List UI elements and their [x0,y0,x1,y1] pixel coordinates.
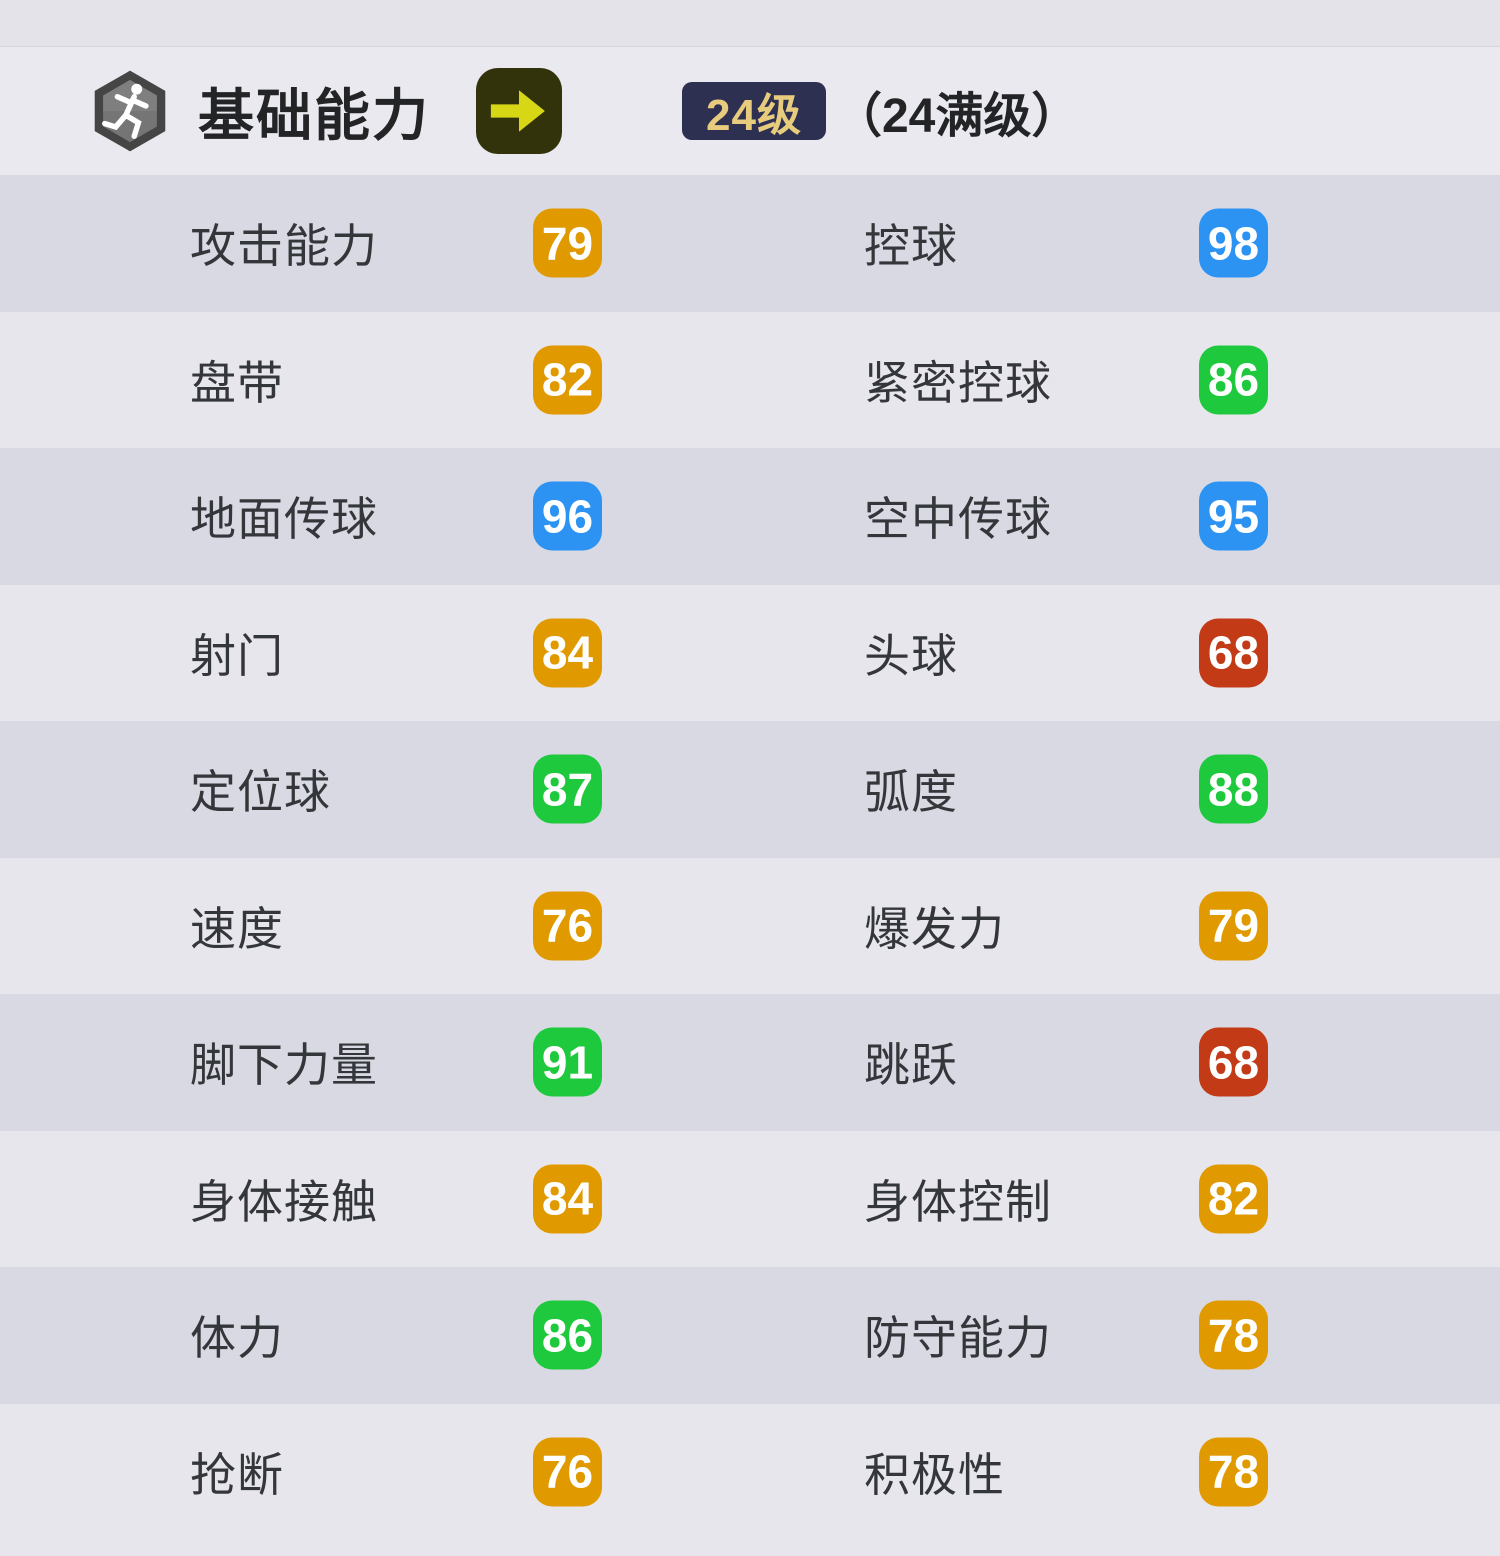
stat-cell-right: 爆发力 79 [750,858,1500,995]
stat-value-badge: 86 [1199,345,1268,415]
stat-value-badge: 98 [1199,208,1268,278]
stat-row: 攻击能力 79 控球 98 [0,175,1500,312]
stat-value-badge: 68 [1199,1027,1268,1097]
top-strip [0,0,1500,47]
stat-value-badge: 84 [533,618,602,688]
stat-value-badge: 68 [1199,618,1268,688]
stat-value-badge: 96 [533,481,602,551]
stat-cell-right: 防守能力 78 [750,1267,1500,1404]
stat-label: 地面传球 [190,493,378,546]
level-max-note: （24满级） [833,90,1080,143]
stat-cell-right: 空中传球 95 [750,448,1500,585]
arrow-right-icon [490,90,545,132]
stat-cell-left: 身体接触 84 [0,1131,750,1268]
stat-value-badge: 87 [533,754,602,824]
runner-glyph [102,83,149,139]
stat-cell-right: 头球 68 [750,585,1500,722]
stat-cell-right: 跳跃 68 [750,994,1500,1131]
stat-value-badge: 79 [533,208,602,278]
stat-label: 弧度 [864,766,958,819]
stat-value-badge: 88 [1199,754,1268,824]
stat-value-badge: 82 [1199,1164,1268,1234]
stat-value-badge: 76 [533,1437,602,1507]
stat-value-badge: 84 [533,1164,602,1234]
stat-label: 积极性 [864,1448,1005,1501]
stat-label: 攻击能力 [190,220,378,273]
stat-label: 脚下力量 [190,1039,378,1092]
stat-cell-left: 体力 86 [0,1267,750,1404]
stat-cell-left: 速度 76 [0,858,750,995]
stat-label: 头球 [864,629,958,682]
stat-label: 体力 [190,1312,284,1365]
stat-label: 盘带 [190,356,284,409]
stat-value-badge: 76 [533,891,602,961]
stat-cell-right: 身体控制 82 [750,1131,1500,1268]
stat-label: 定位球 [190,766,331,819]
stat-cell-left: 地面传球 96 [0,448,750,585]
stat-label: 控球 [864,220,958,273]
stat-row: 定位球 87 弧度 88 [0,721,1500,858]
stat-value-badge: 79 [1199,891,1268,961]
stat-value-badge: 91 [533,1027,602,1097]
stat-cell-left: 盘带 82 [0,312,750,449]
stat-cell-left: 定位球 87 [0,721,750,858]
stat-cell-right: 控球 98 [750,175,1500,312]
level-badge: 24级 [682,82,826,140]
stat-label: 身体控制 [864,1175,1052,1228]
stat-cell-left: 脚下力量 91 [0,994,750,1131]
stat-value-badge: 95 [1199,481,1268,551]
stats-table: 攻击能力 79 控球 98 盘带 82 紧密控球 86 地面传球 96 空中传球… [0,175,1500,1556]
stat-cell-left: 攻击能力 79 [0,175,750,312]
stat-row: 射门 84 头球 68 [0,584,1500,722]
stat-row: 体力 86 防守能力 78 [0,1267,1500,1404]
stat-label: 射门 [190,629,284,682]
stat-row: 抢断 76 积极性 78 [0,1403,1500,1541]
stat-label: 空中传球 [864,493,1052,546]
section-title: 基础能力 [198,83,430,147]
stat-label: 紧密控球 [864,356,1052,409]
stat-label: 抢断 [190,1448,284,1501]
expand-arrow-button[interactable] [476,68,562,154]
stat-cell-left: 抢断 76 [0,1404,750,1541]
stat-label: 爆发力 [864,902,1005,955]
stat-label: 防守能力 [864,1312,1052,1365]
stat-label: 速度 [190,902,284,955]
stat-cell-left: 射门 84 [0,585,750,722]
stat-cell-right: 紧密控球 86 [750,312,1500,449]
stat-row: 身体接触 84 身体控制 82 [0,1130,1500,1268]
stat-label: 身体接触 [190,1175,378,1228]
stat-value-badge: 78 [1199,1300,1268,1370]
stat-label: 跳跃 [864,1039,958,1092]
runner-hexagon-icon [88,69,172,153]
stat-row: 地面传球 96 空中传球 95 [0,448,1500,585]
stat-value-badge: 86 [533,1300,602,1370]
stat-row: 盘带 82 紧密控球 86 [0,311,1500,449]
stat-value-badge: 78 [1199,1437,1268,1507]
stat-value-badge: 82 [533,345,602,415]
stat-cell-right: 积极性 78 [750,1404,1500,1541]
stat-row: 速度 76 爆发力 79 [0,857,1500,995]
stat-cell-right: 弧度 88 [750,721,1500,858]
stat-row: 脚下力量 91 跳跃 68 [0,994,1500,1131]
section-header: 基础能力 24级 （24满级） [0,47,1500,175]
